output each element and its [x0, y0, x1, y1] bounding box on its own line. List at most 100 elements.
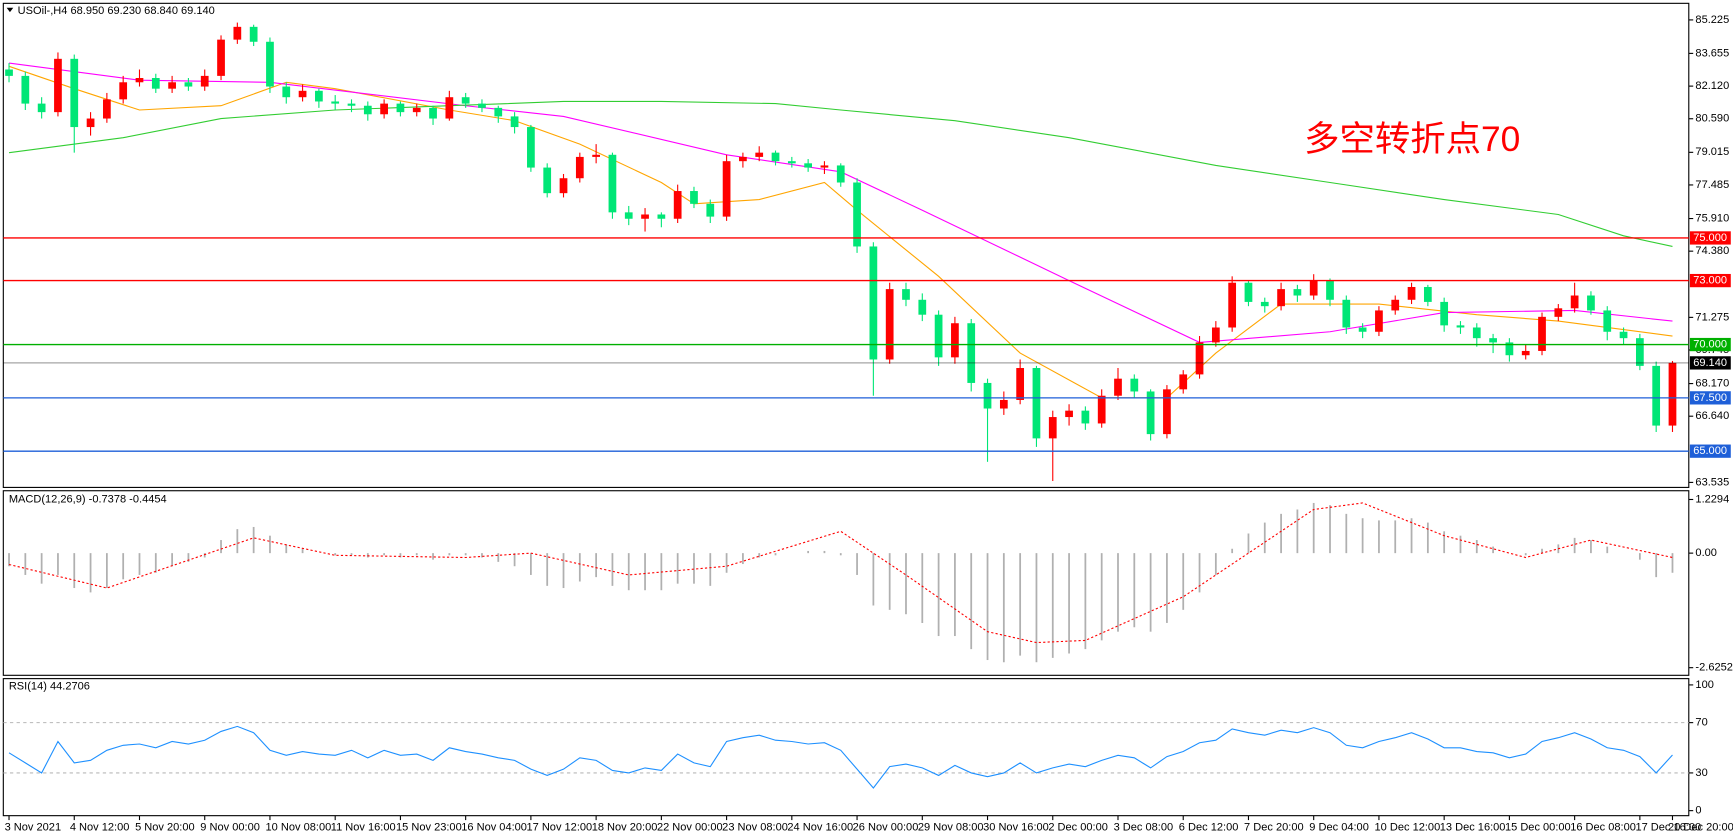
candle-body [1081, 410, 1090, 424]
candle-body [1440, 301, 1449, 326]
x-tick-label: 30 Nov 16:00 [983, 822, 1049, 834]
candle-body [1179, 374, 1188, 390]
candle-body [1456, 325, 1465, 328]
y-tick-label: 63.535 [1695, 476, 1729, 488]
x-tick-label: 23 Nov 08:00 [722, 822, 788, 834]
candle-body [1309, 280, 1318, 296]
candle-body [396, 103, 405, 113]
candle-body [543, 167, 552, 194]
candle-body [37, 103, 46, 113]
candle-body [70, 58, 79, 128]
candle-body [1635, 338, 1644, 366]
candle-body [1114, 378, 1122, 396]
candle-body [478, 103, 486, 108]
level-label: 69.140 [1693, 357, 1727, 369]
candle-body [934, 314, 943, 358]
x-tick-label: 9 Nov 00:00 [200, 822, 260, 834]
x-tick-label: 29 Nov 08:00 [918, 822, 984, 834]
candle-body [363, 105, 372, 115]
candle-body [412, 107, 421, 113]
candle-body [315, 90, 323, 102]
candle-body [1211, 327, 1220, 343]
y-tick-label: 79.015 [1695, 146, 1729, 158]
candle-body [771, 152, 780, 162]
candle-body [1163, 389, 1171, 435]
x-tick-label: 3 Nov 2021 [5, 822, 62, 834]
candle-body [527, 127, 535, 168]
x-tick-label: 15 Dec 00:00 [1505, 822, 1571, 834]
annotation: 多空转折点70 [1304, 120, 1520, 159]
x-tick-label: 22 Nov 00:00 [657, 822, 723, 834]
x-tick-label: 11 Nov 16:00 [331, 822, 396, 834]
level-label-box [1689, 391, 1731, 405]
candle-body [1505, 342, 1514, 356]
candle-body [739, 156, 747, 162]
y-tick-label: 66.640 [1695, 410, 1729, 422]
candle-body [967, 323, 976, 383]
y-tick-label: 85.225 [1695, 14, 1729, 26]
x-tick-label: 9 Dec 04:00 [1309, 822, 1369, 834]
candle-body [999, 399, 1008, 409]
x-tick-label: 15 Nov 23:00 [396, 822, 462, 834]
candle-body [494, 107, 503, 117]
moving-average [8, 65, 1673, 399]
candle-body [1130, 378, 1139, 392]
y-tick-label: 77.485 [1695, 179, 1729, 191]
rsi-title: RSI(14) 44.2706 [9, 680, 90, 692]
x-tick-label: 26 Nov 00:00 [853, 822, 919, 834]
candle-body [1097, 395, 1106, 424]
candle-body [1668, 362, 1677, 426]
level-label: 73.000 [1693, 275, 1727, 287]
candle-body [1554, 308, 1563, 317]
candle-body [951, 323, 959, 358]
candle-body [347, 103, 356, 106]
level-label: 67.500 [1693, 392, 1727, 404]
menu-triangle[interactable] [6, 7, 14, 13]
candle-body [690, 191, 698, 204]
candle-body [918, 299, 927, 315]
candle-body [266, 41, 274, 87]
candle-body [1032, 368, 1041, 439]
plot-layer: 85.225 83.655 82.120 80.590 79.015 77.485 75.9… [3, 14, 1733, 834]
candle-body [820, 165, 829, 168]
candle-body [559, 178, 568, 194]
x-tick-label: 2 Dec 00:00 [1048, 822, 1108, 834]
candle-body [624, 212, 633, 219]
level-label-box [1689, 444, 1731, 458]
candle-body [1342, 299, 1351, 328]
candle-body [1603, 310, 1612, 332]
y-tick-label: 83.655 [1695, 47, 1729, 59]
candle-body [1277, 289, 1285, 307]
y-tick-label: 0 [1695, 805, 1701, 817]
candle-body [1538, 316, 1546, 351]
candle-body [869, 246, 878, 360]
x-tick-label: 17 Dec 16:00 [1635, 822, 1701, 834]
candle-body [331, 101, 340, 104]
candle-body [233, 26, 242, 40]
y-tick-label: -2.6252 [1695, 662, 1732, 674]
candle-body [510, 116, 519, 128]
candle-body [151, 78, 160, 89]
candle-body [608, 154, 617, 213]
x-tick-label: 5 Nov 20:00 [135, 822, 195, 834]
candle-body [282, 86, 291, 98]
candle-body [1587, 295, 1595, 311]
level-label-box [1689, 231, 1731, 245]
candle-body [1326, 280, 1334, 300]
y-tick-label: 82.120 [1695, 80, 1729, 92]
chart-title: USOil-,H4 68.950 69.230 68.840 69.140 [18, 5, 215, 17]
macd-signal [8, 502, 1673, 644]
y-tick-label: 80.590 [1695, 113, 1729, 125]
candle-body [54, 58, 62, 113]
candle-body [1228, 282, 1237, 328]
candle-body [1016, 368, 1025, 400]
candle-body [5, 69, 13, 76]
x-tick-label: 18 Nov 20:00 [592, 822, 658, 834]
x-tick-label: 7 Dec 20:00 [1244, 822, 1304, 834]
candle-body [184, 82, 193, 87]
x-tick-label: 4 Nov 12:00 [70, 822, 130, 834]
candle-body [902, 289, 910, 300]
candle-body [853, 182, 861, 247]
